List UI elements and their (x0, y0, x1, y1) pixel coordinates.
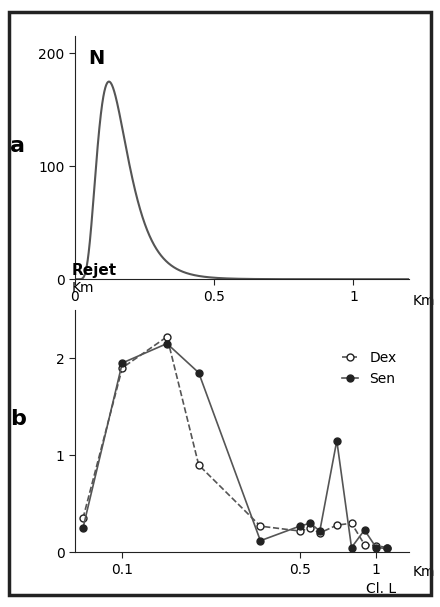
Line: Sen: Sen (80, 340, 390, 552)
Sen (81, 524, 86, 532)
Dex (165, 333, 170, 341)
Sen (258, 537, 263, 544)
Sen (362, 526, 367, 534)
Dex (258, 523, 263, 530)
Dex (196, 461, 202, 469)
Sen (384, 545, 389, 552)
Sen (334, 437, 339, 444)
Text: Km: Km (71, 281, 94, 295)
Dex (349, 520, 354, 527)
Dex (374, 542, 379, 549)
Text: Rejet: Rejet (71, 263, 117, 278)
Sen (317, 527, 323, 535)
Sen (196, 369, 202, 376)
Dex (120, 364, 125, 371)
Line: Dex: Dex (80, 333, 390, 551)
Text: Cl. L: Cl. L (366, 582, 396, 595)
Dex (297, 527, 302, 535)
Dex (334, 521, 339, 529)
Text: b: b (10, 409, 26, 429)
Legend: Dex, Sen: Dex, Sen (336, 345, 402, 392)
Dex (308, 524, 313, 532)
Sen (374, 544, 379, 551)
Sen (349, 544, 354, 551)
Sen (120, 359, 125, 367)
Text: Km: Km (413, 294, 435, 308)
Dex (384, 544, 389, 551)
Sen (165, 340, 170, 347)
Sen (297, 523, 302, 530)
Dex (317, 529, 323, 537)
Text: Km: Km (413, 565, 435, 578)
Text: N: N (88, 49, 104, 67)
Text: a: a (11, 136, 26, 155)
Dex (81, 515, 86, 522)
Dex (362, 541, 367, 548)
Sen (308, 520, 313, 527)
